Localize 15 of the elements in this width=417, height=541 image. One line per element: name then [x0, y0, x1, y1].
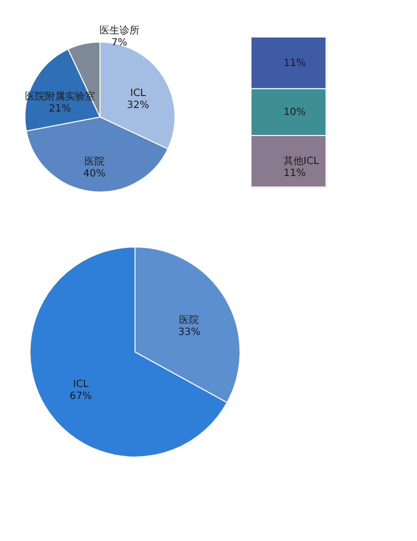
- data-label: 40%: [83, 168, 106, 180]
- series-label: 其他ICL: [284, 155, 320, 168]
- slice-label: ICL: [73, 379, 89, 390]
- data-label: 67%: [70, 391, 92, 402]
- data-label: 10%: [284, 107, 306, 118]
- data-label: 7%: [111, 38, 128, 49]
- slice-label: ICL: [130, 88, 146, 99]
- data-label: 11%: [284, 168, 306, 180]
- data-label: 11%: [284, 58, 306, 69]
- data-label: 32%: [126, 100, 150, 111]
- slice-label: 医院: [84, 156, 104, 168]
- data-label: 21%: [48, 104, 72, 115]
- data-label: 33%: [178, 326, 200, 338]
- slice-label: 医生诊所: [99, 24, 140, 37]
- slice-label: 医院: [179, 314, 200, 326]
